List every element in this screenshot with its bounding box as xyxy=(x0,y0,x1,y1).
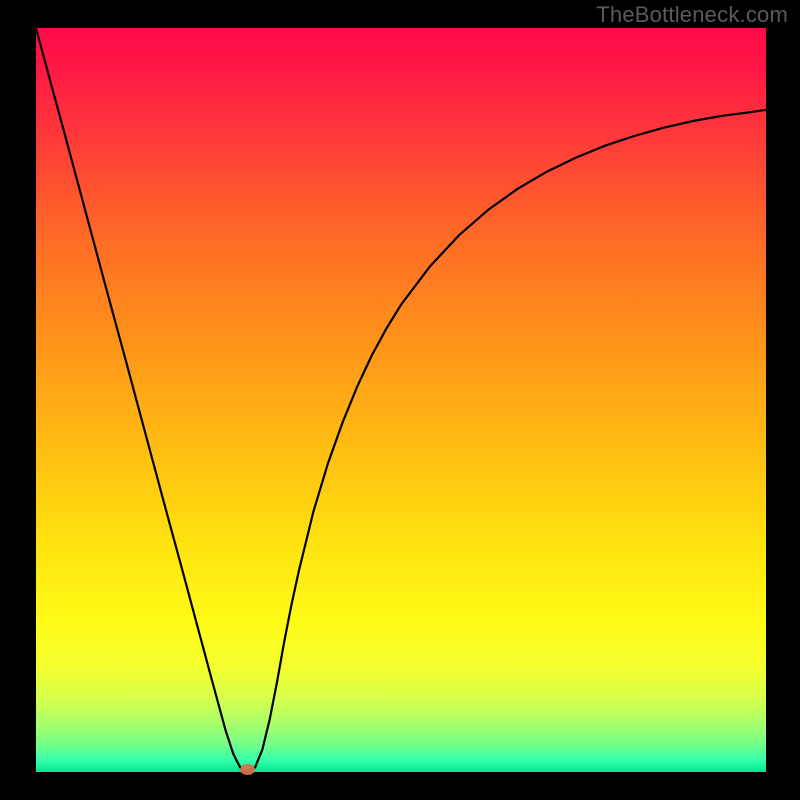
plot-area xyxy=(36,28,766,772)
curve-layer xyxy=(36,28,766,772)
optimum-marker xyxy=(240,764,255,775)
bottleneck-curve xyxy=(36,28,766,772)
watermark-text: TheBottleneck.com xyxy=(596,2,788,28)
